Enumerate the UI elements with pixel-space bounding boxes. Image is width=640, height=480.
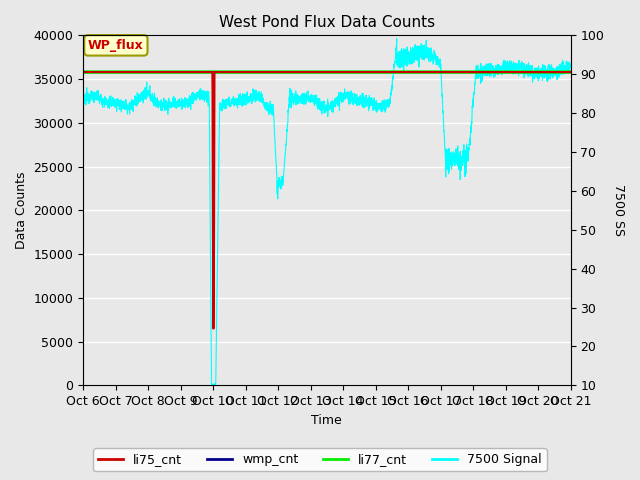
Title: West Pond Flux Data Counts: West Pond Flux Data Counts	[219, 15, 435, 30]
X-axis label: Time: Time	[312, 414, 342, 427]
Legend: li75_cnt, wmp_cnt, li77_cnt, 7500 Signal: li75_cnt, wmp_cnt, li77_cnt, 7500 Signal	[93, 448, 547, 471]
Y-axis label: 7500 SS: 7500 SS	[612, 184, 625, 236]
Y-axis label: Data Counts: Data Counts	[15, 171, 28, 249]
Text: WP_flux: WP_flux	[88, 39, 144, 52]
